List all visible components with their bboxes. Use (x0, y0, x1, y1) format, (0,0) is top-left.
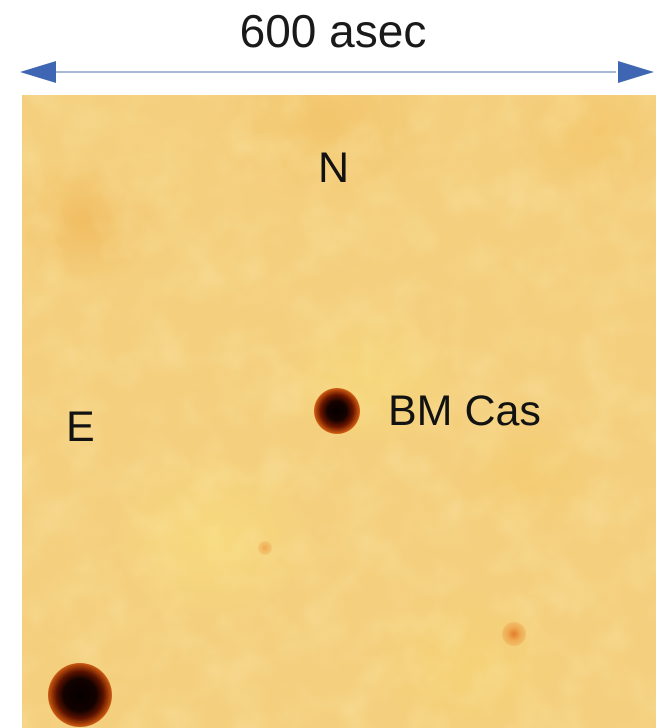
arrow-right-icon (618, 61, 654, 83)
bm-cas-star (314, 388, 360, 434)
field-star-faint (502, 622, 526, 646)
sky-image: N E BM Cas (22, 95, 656, 728)
scale-label: 600 asec (239, 5, 427, 57)
field-star-faint-small (258, 541, 272, 555)
east-label: E (66, 403, 95, 451)
scale-bar (20, 61, 654, 83)
north-label: N (318, 144, 350, 192)
arrow-left-icon (20, 61, 56, 83)
field-star-bright (48, 663, 112, 727)
target-label: BM Cas (388, 387, 541, 435)
